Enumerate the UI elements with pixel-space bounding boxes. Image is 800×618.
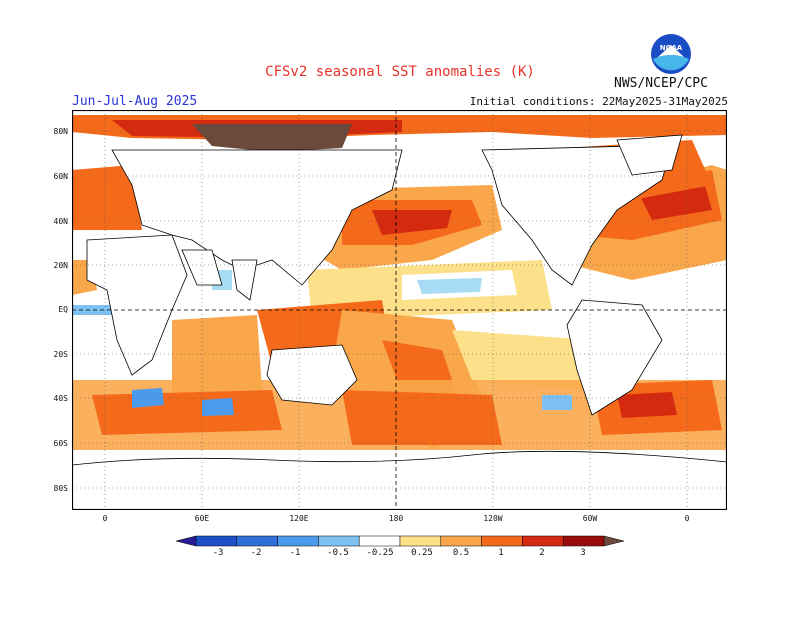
lat-label: 20N	[53, 261, 68, 270]
lat-label: 40S	[53, 394, 68, 403]
initial-conditions-label: Initial conditions: 22May2025-31May2025	[469, 95, 728, 108]
colorbar-label: -0.5	[327, 548, 349, 558]
lat-label: 80N	[53, 127, 68, 136]
colorbar-segments	[175, 535, 625, 547]
logo-text: NOAA	[660, 44, 683, 52]
colorbar-segment	[399, 535, 442, 547]
lat-label: 60S	[53, 439, 68, 448]
lat-label: 40N	[53, 217, 68, 226]
equator-dateline	[72, 110, 727, 510]
colorbar-label: 2	[539, 548, 545, 558]
colorbar-segment	[440, 535, 482, 547]
colorbar-label: 3	[580, 548, 586, 558]
lat-label: 20S	[53, 350, 68, 359]
colorbar-label: 0.25	[411, 548, 433, 558]
colorbar-segment	[175, 535, 197, 547]
colorbar-segment	[358, 535, 401, 547]
colorbar-segment	[236, 535, 278, 547]
noaa-logo-icon: NOAA	[651, 34, 691, 74]
colorbar-segment	[522, 535, 564, 547]
colorbar-segment	[481, 535, 523, 547]
antarctica-land	[72, 450, 727, 510]
colorbar-segment	[277, 535, 319, 547]
colorbar-label: 1	[498, 548, 504, 558]
lon-label: 120E	[289, 514, 309, 523]
lon-label: 180	[388, 514, 404, 523]
agency-label: NWS/NCEP/CPC	[614, 76, 708, 91]
colorbar-label: -2	[250, 548, 262, 558]
colorbar-label: -1	[289, 548, 301, 558]
lon-label: 60E	[194, 514, 210, 523]
lon-label: 0	[684, 514, 690, 523]
colorbar-segment	[603, 535, 625, 547]
continents	[86, 134, 683, 416]
colorbar-segment	[195, 535, 238, 547]
sst-anomaly-map	[72, 110, 727, 510]
colorbar	[175, 535, 625, 547]
lon-label: 120W	[483, 514, 503, 523]
colorbar-label: -3	[212, 548, 224, 558]
lat-label: 60N	[53, 172, 68, 181]
lat-label: EQ	[58, 305, 68, 314]
colorbar-label: 0.5	[452, 548, 470, 558]
season-label: Jun-Jul-Aug 2025	[72, 94, 198, 109]
colorbar-label: -0.25	[366, 548, 394, 558]
colorbar-segment	[318, 535, 360, 547]
chart-title: CFSv2 seasonal SST anomalies (K)	[265, 64, 535, 80]
lon-label: 60W	[582, 514, 598, 523]
colorbar-segment	[562, 535, 605, 547]
lon-label: 0	[102, 514, 108, 523]
lat-label: 80S	[53, 484, 68, 493]
